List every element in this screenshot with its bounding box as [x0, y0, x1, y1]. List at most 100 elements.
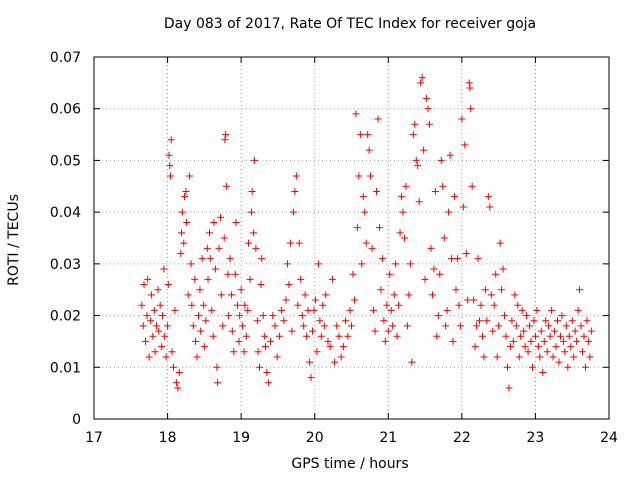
- data-point: [387, 306, 395, 314]
- data-point: [492, 270, 500, 278]
- data-point: [333, 322, 341, 330]
- data-point: [211, 265, 219, 273]
- data-point: [449, 337, 457, 345]
- data-point: [459, 203, 467, 211]
- data-point: [258, 255, 266, 263]
- data-points: [138, 74, 595, 392]
- data-point: [584, 337, 592, 345]
- data-point: [564, 363, 572, 371]
- data-point: [164, 281, 172, 289]
- data-point: [235, 337, 243, 345]
- data-point: [458, 115, 466, 123]
- data-point: [570, 353, 578, 361]
- data-point: [300, 322, 308, 330]
- data-point: [271, 322, 279, 330]
- data-point: [298, 312, 306, 320]
- y-tick-label: 0.03: [50, 257, 81, 273]
- data-point: [304, 306, 312, 314]
- data-point: [468, 182, 476, 190]
- data-point: [520, 327, 528, 335]
- data-point: [548, 306, 556, 314]
- data-point: [517, 332, 525, 340]
- data-point: [217, 213, 225, 221]
- data-point: [160, 265, 168, 273]
- data-point: [168, 348, 176, 356]
- data-point: [164, 322, 172, 330]
- data-point: [198, 255, 206, 263]
- data-point: [540, 337, 548, 345]
- data-point: [172, 379, 180, 387]
- data-point: [396, 229, 404, 237]
- data-point: [236, 312, 244, 320]
- data-point: [288, 327, 296, 335]
- data-point: [349, 270, 357, 278]
- data-point: [264, 379, 272, 387]
- data-point: [162, 353, 170, 361]
- data-point: [194, 312, 202, 320]
- data-point: [295, 239, 303, 247]
- data-point: [150, 306, 158, 314]
- data-point: [140, 281, 148, 289]
- data-point: [439, 182, 447, 190]
- data-point: [456, 322, 464, 330]
- data-point: [226, 255, 234, 263]
- data-point: [405, 291, 413, 299]
- data-point: [556, 332, 564, 340]
- data-point: [559, 337, 567, 345]
- data-point: [192, 337, 200, 345]
- data-point: [210, 218, 218, 226]
- data-point: [483, 317, 491, 325]
- data-point: [348, 322, 355, 330]
- data-point: [224, 270, 232, 278]
- data-point: [380, 317, 388, 325]
- data-point: [344, 332, 352, 340]
- data-point: [377, 286, 385, 294]
- data-point: [470, 296, 478, 304]
- data-point: [378, 255, 386, 263]
- data-point: [191, 275, 199, 283]
- data-point: [512, 322, 520, 330]
- data-point: [145, 353, 153, 361]
- data-point: [203, 244, 211, 252]
- data-point: [390, 291, 398, 299]
- data-point: [144, 275, 152, 283]
- data-point: [180, 239, 188, 247]
- data-point: [411, 120, 419, 128]
- data-point: [370, 306, 378, 314]
- data-point: [431, 187, 439, 195]
- data-point: [527, 337, 535, 345]
- data-point: [408, 358, 416, 366]
- data-point: [365, 146, 373, 154]
- data-point: [573, 337, 581, 345]
- data-point: [158, 343, 166, 351]
- x-tick-label: 18: [159, 430, 177, 446]
- data-point: [433, 332, 441, 340]
- data-point: [153, 322, 161, 330]
- data-point: [177, 250, 185, 258]
- data-point: [503, 363, 511, 371]
- x-axis-label: GPS time / hours: [291, 456, 409, 472]
- data-point: [528, 363, 536, 371]
- data-point: [149, 332, 157, 340]
- data-point: [196, 286, 204, 294]
- data-point: [197, 327, 205, 335]
- data-point: [275, 332, 283, 340]
- data-point: [375, 224, 383, 232]
- data-point: [481, 286, 489, 294]
- data-point: [398, 193, 406, 201]
- data-point: [383, 301, 391, 309]
- data-point: [424, 105, 432, 113]
- data-point: [252, 244, 260, 252]
- data-point: [576, 286, 584, 294]
- data-point: [228, 327, 236, 335]
- y-tick-label: 0.02: [50, 309, 81, 325]
- data-point: [471, 343, 479, 351]
- data-point: [562, 322, 570, 330]
- data-point: [292, 172, 300, 180]
- data-point: [361, 208, 369, 216]
- data-point: [280, 317, 288, 325]
- data-point: [307, 374, 315, 382]
- data-point: [217, 291, 225, 299]
- data-point: [400, 234, 408, 242]
- data-point: [310, 306, 318, 314]
